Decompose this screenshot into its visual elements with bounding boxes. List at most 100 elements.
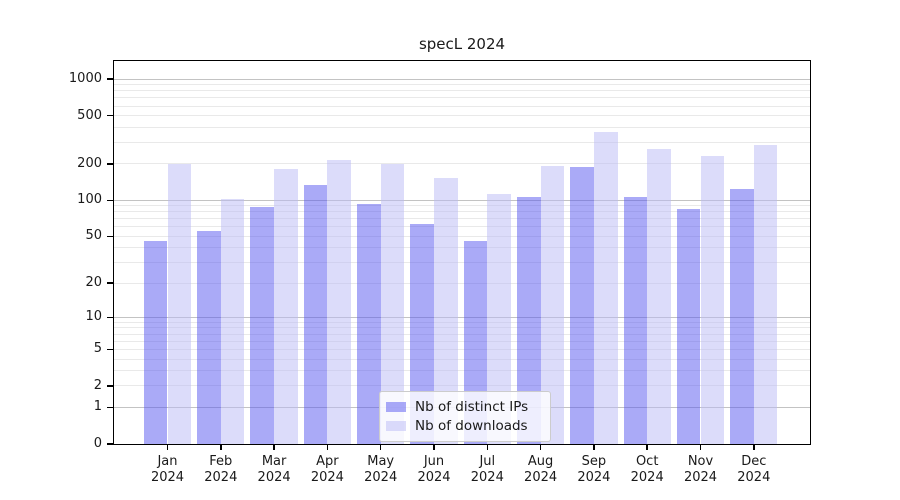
gridline-major	[114, 199, 810, 201]
legend-swatch-series1	[386, 402, 406, 412]
y-tick-label: 2	[93, 377, 102, 393]
gridline-minor	[114, 218, 810, 220]
top-spine	[113, 60, 811, 62]
gridline-minor	[114, 385, 810, 387]
y-tick-label: 50	[85, 228, 102, 244]
y-tick-label: 10	[85, 309, 102, 325]
legend-label: Nb of downloads	[415, 418, 528, 434]
bar-nb-of-distinct-ips	[410, 223, 434, 444]
x-tick-label: Aug 2024	[524, 454, 558, 485]
gridline-minor	[114, 340, 810, 342]
x-tick-mark	[273, 444, 275, 450]
y-tick-label: 500	[77, 107, 102, 123]
x-tick-mark	[593, 444, 595, 450]
bar-nb-of-distinct-ips	[516, 197, 541, 444]
x-tick-mark	[646, 444, 648, 450]
legend: Nb of distinct IPs Nb of downloads	[379, 391, 551, 442]
x-tick-label: Dec 2024	[737, 454, 771, 485]
legend-label: Nb of distinct IPs	[415, 399, 529, 415]
y-tick-mark	[107, 443, 114, 445]
y-tick-mark	[107, 235, 114, 238]
y-tick-mark	[107, 78, 114, 80]
gridline-minor	[114, 142, 810, 144]
gridline-minor	[114, 348, 810, 350]
x-tick-mark	[379, 444, 382, 450]
x-axis-line	[113, 443, 811, 445]
gridline-minor	[114, 321, 810, 323]
gridline-major	[114, 78, 810, 80]
legend-item: Nb of distinct IPs	[386, 398, 542, 416]
x-tick-label: Apr 2024	[310, 454, 344, 485]
gridline-minor	[114, 115, 810, 117]
bar-nb-of-downloads	[380, 163, 405, 444]
x-tick-label: Jan 2024	[150, 454, 185, 485]
gridline-minor	[114, 205, 810, 207]
gridline-minor	[114, 262, 810, 264]
bar-nb-of-downloads	[487, 193, 511, 444]
y-axis-line	[112, 61, 114, 444]
gridline-minor	[114, 247, 810, 249]
gridline-minor	[114, 163, 810, 165]
y-tick-label: 100	[77, 192, 102, 208]
x-tick-label: May 2024	[364, 454, 398, 485]
bar-nb-of-distinct-ips	[570, 167, 594, 444]
gridline-minor	[114, 333, 810, 335]
gridline-minor	[114, 226, 810, 228]
x-tick-mark	[699, 444, 702, 450]
x-tick-label: Oct 2024	[630, 454, 664, 485]
y-tick-mark	[107, 199, 114, 202]
gridline-minor	[114, 90, 810, 92]
legend-item: Nb of downloads	[386, 417, 542, 435]
gridline-minor	[114, 211, 810, 213]
bar-nb-of-downloads	[327, 160, 352, 444]
y-tick-label: 1	[93, 399, 102, 415]
bar-nb-of-downloads	[593, 132, 618, 444]
gridline-major	[114, 316, 810, 318]
y-tick-label: 200	[77, 155, 102, 171]
y-tick-label: 1000	[68, 71, 102, 87]
x-tick-mark	[486, 444, 489, 450]
x-tick-label: Sep 2024	[577, 454, 611, 485]
x-tick-mark	[220, 444, 222, 450]
x-tick-label: Jun 2024	[417, 454, 451, 485]
gridline-minor	[114, 282, 810, 284]
x-tick-label: Nov 2024	[683, 454, 718, 485]
bar-nb-of-downloads	[700, 156, 725, 444]
bar-nb-of-downloads	[434, 178, 458, 444]
right-spine	[810, 61, 812, 444]
bar-nb-of-distinct-ips	[303, 184, 328, 444]
x-tick-mark	[326, 444, 329, 450]
x-tick-label: Jul 2024	[470, 454, 504, 485]
gridline-minor	[114, 327, 810, 329]
bar-nb-of-distinct-ips	[676, 208, 701, 444]
y-tick-mark	[107, 406, 114, 409]
bar-nb-of-downloads	[220, 199, 245, 444]
y-tick-label: 5	[93, 341, 102, 357]
x-tick-mark	[539, 444, 542, 450]
y-tick-mark	[107, 348, 114, 351]
bar-nb-of-distinct-ips	[143, 240, 168, 444]
y-tick-mark	[107, 282, 114, 284]
bar-nb-of-distinct-ips	[250, 206, 275, 444]
bar-nb-of-distinct-ips	[197, 231, 221, 444]
y-tick-mark	[107, 114, 114, 117]
chart-title: specL 2024	[418, 35, 506, 53]
bar-nb-of-downloads	[167, 163, 192, 444]
gridline-minor	[114, 370, 810, 372]
gridline-minor	[114, 97, 810, 99]
bar-nb-of-downloads	[753, 145, 778, 444]
bar-nb-of-downloads	[540, 165, 565, 444]
gridline-minor	[114, 358, 810, 360]
gridline-minor	[114, 126, 810, 128]
gridline-minor	[114, 235, 810, 237]
x-tick-mark	[753, 444, 755, 450]
bar-nb-of-distinct-ips	[623, 196, 648, 444]
gridline-minor	[114, 105, 810, 107]
legend-swatch-series2	[386, 421, 406, 431]
bar-nb-of-distinct-ips	[730, 189, 754, 444]
bar-nb-of-distinct-ips	[357, 204, 381, 444]
y-tick-mark	[107, 316, 114, 319]
x-tick-label: Mar 2024	[257, 454, 291, 485]
